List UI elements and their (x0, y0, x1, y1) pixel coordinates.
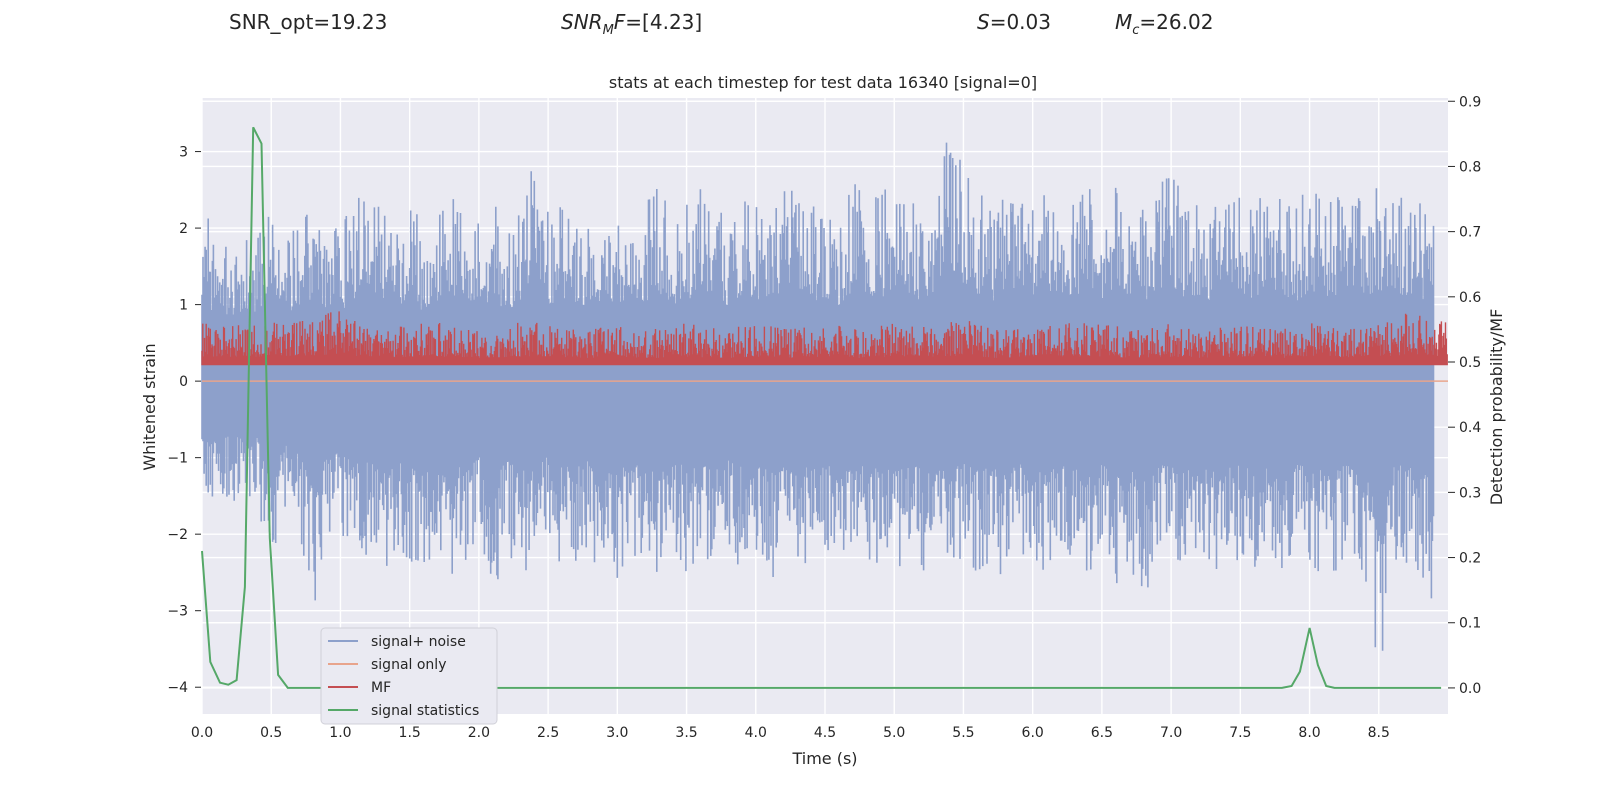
x-tick-label: 8.5 (1368, 725, 1390, 741)
chart-title: stats at each timestep for test data 163… (609, 73, 1037, 92)
y2-tick-label: 0.1 (1459, 616, 1481, 632)
x-tick-label: 1.0 (329, 725, 351, 741)
y-tick-label: −4 (167, 680, 188, 696)
x-tick-label: 3.5 (675, 725, 697, 741)
x-axis-label: Time (s) (791, 749, 857, 768)
x-tick-label: 5.0 (883, 725, 905, 741)
x-tick-label: 0.5 (260, 725, 282, 741)
y2-tick-label: 0.5 (1459, 355, 1481, 371)
snr-opt-text: SNR_opt=19.23 (229, 10, 388, 34)
y-tick-label: 3 (179, 145, 188, 161)
legend-label-signal-statistics: signal statistics (371, 703, 479, 719)
x-tick-label: 1.5 (399, 725, 421, 741)
s-value: =0.03 (989, 10, 1051, 34)
x-tick-label: 7.5 (1229, 725, 1251, 741)
legend: signal+ noise signal only MF signal stat… (320, 627, 498, 725)
y2-ticks: 0.9 0.8 0.7 0.6 0.5 0.4 0.3 0.2 0.1 0.0 (1448, 94, 1481, 697)
x-tick-label: 8.0 (1298, 725, 1320, 741)
x-tick-label: 5.5 (952, 725, 974, 741)
y-tick-label: 1 (179, 298, 188, 314)
y-tick-label: −2 (167, 527, 188, 543)
legend-label-mf: MF (371, 680, 391, 696)
y-ticks: 3 2 1 0 −1 −2 −3 −4 (167, 145, 201, 696)
y2-tick-label: 0.9 (1459, 94, 1481, 110)
y-tick-label: 2 (179, 221, 188, 237)
mf-trace (201, 311, 1448, 366)
y2-tick-label: 0.6 (1459, 290, 1481, 306)
x-tick-label: 4.5 (814, 725, 836, 741)
y-tick-label: −1 (167, 451, 188, 467)
mc-label: Mc=26.02 (1115, 10, 1214, 38)
legend-box (320, 627, 498, 725)
mc-value: =26.02 (1139, 10, 1214, 34)
x-tick-label: 2.5 (537, 725, 559, 741)
x-tick-label: 2.0 (468, 725, 490, 741)
y2-tick-label: 0.7 (1459, 225, 1481, 241)
snr-mf-label: SNRMF=[4.23] (561, 10, 703, 38)
s-label: S=0.03 (977, 10, 1051, 34)
x-tick-label: 3.0 (606, 725, 628, 741)
x-tick-label: 7.0 (1160, 725, 1182, 741)
y-axis-label: Whitened strain (140, 343, 159, 470)
x-ticks: 0.0 0.5 1.0 1.5 2.0 2.5 3.0 3.5 4.0 4.5 5.0 5.5 6.0 6… (191, 725, 1390, 741)
signal-statistics-trace (201, 126, 1442, 689)
legend-label-signal-noise: signal+ noise (371, 634, 466, 650)
y2-tick-label: 0.2 (1459, 551, 1481, 567)
y-tick-label: −3 (167, 604, 188, 620)
traces (201, 126, 1448, 689)
snr-mf-value: =[4.23] (625, 10, 703, 34)
snr-opt-label: SNR_opt=19.23 (229, 10, 387, 34)
y2-axis-label: Detection probability/MF (1487, 309, 1506, 506)
y2-tick-label: 0.4 (1459, 420, 1481, 436)
y2-tick-label: 0.8 (1459, 159, 1481, 175)
x-tick-label: 6.0 (1022, 725, 1044, 741)
y2-tick-label: 0.0 (1459, 681, 1481, 697)
y2-tick-label: 0.3 (1459, 485, 1481, 501)
x-tick-label: 4.0 (745, 725, 767, 741)
legend-label-signal-only: signal only (371, 657, 446, 673)
x-tick-label: 0.0 (191, 725, 213, 741)
x-tick-label: 6.5 (1091, 725, 1113, 741)
y-tick-label: 0 (179, 374, 188, 390)
